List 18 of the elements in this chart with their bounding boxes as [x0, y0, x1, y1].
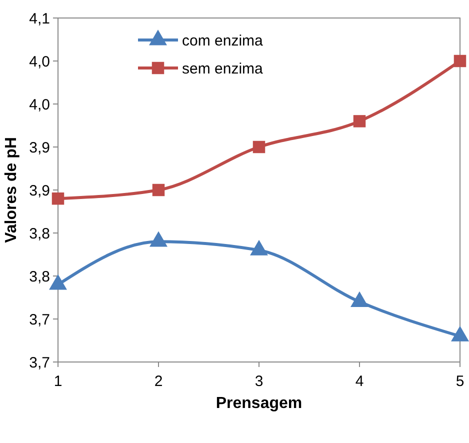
y-tick-label: 4,0 [29, 96, 50, 114]
x-tick-label: 4 [355, 373, 364, 390]
y-axis-title: Valores de pH [3, 137, 20, 243]
y-tick-label: 3,7 [29, 311, 50, 328]
x-tick-label: 2 [154, 373, 163, 390]
y-tick-label: 4,1 [29, 10, 50, 28]
y-tick-label: 4,0 [29, 53, 50, 70]
x-tick-label: 5 [456, 373, 464, 390]
y-tick-label: 3,8 [29, 268, 50, 286]
legend-label: sem enzima [182, 60, 264, 78]
legend-label: com enzima [182, 32, 264, 50]
x-axis-title: Prensagem [216, 395, 302, 412]
x-tick-label: 3 [254, 373, 264, 390]
y-tick-label: 3,9 [29, 182, 50, 200]
x-tick-label: 1 [54, 373, 62, 390]
y-tick-label: 3,7 [29, 354, 50, 372]
y-tick-label: 3,8 [29, 225, 50, 242]
y-tick-label: 3,9 [29, 139, 50, 156]
